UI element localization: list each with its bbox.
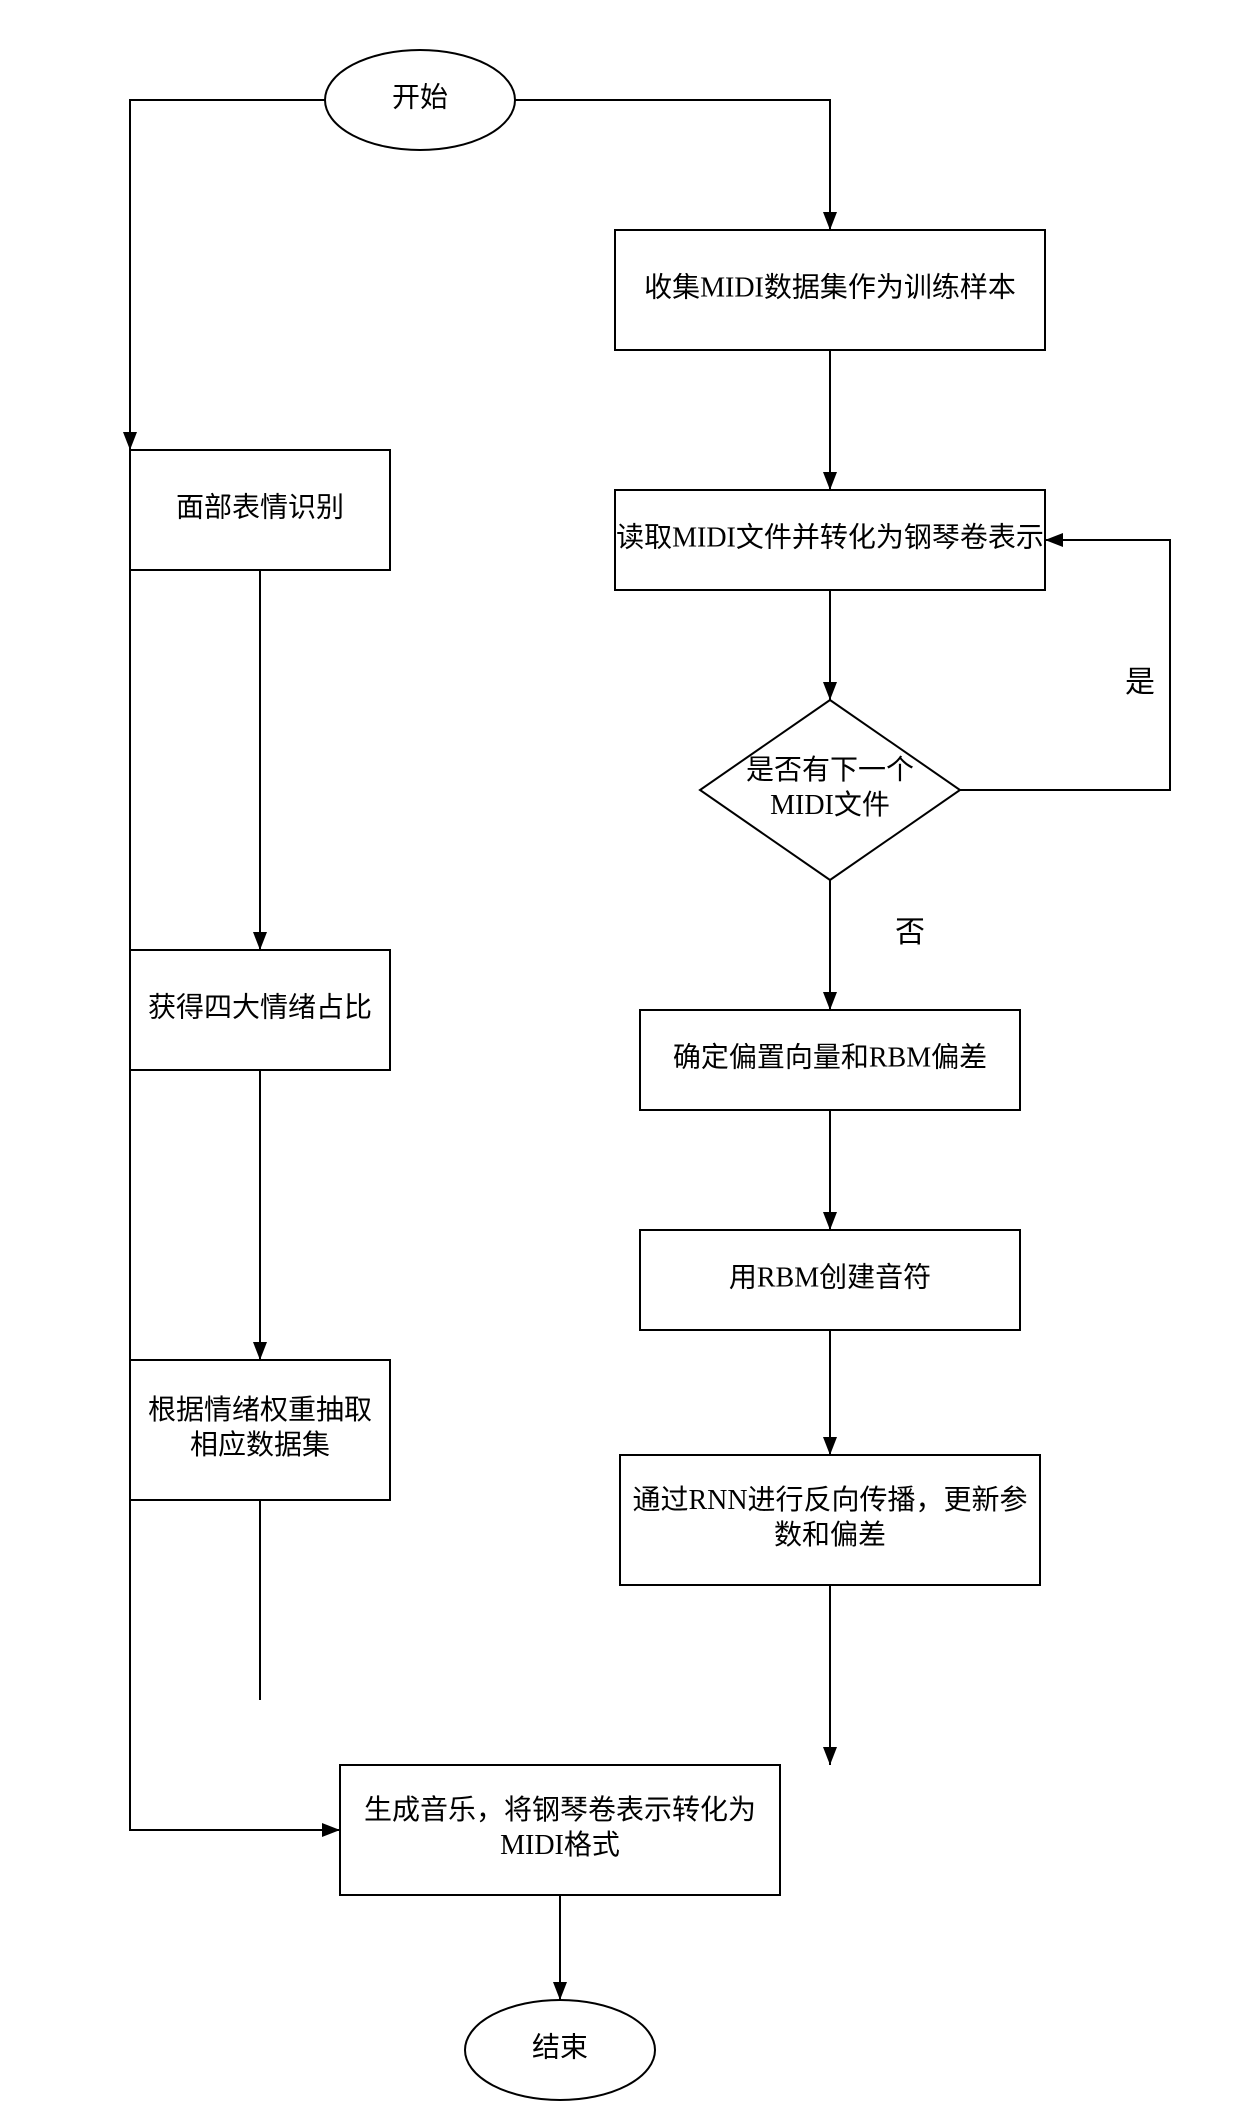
branch-label: 是 xyxy=(1125,666,1155,699)
node-label: 结束 xyxy=(532,2031,588,2063)
node-label: 根据情绪权重抽取 xyxy=(148,1394,372,1426)
node-label: 生成音乐，将钢琴卷表示转化为 xyxy=(364,1794,756,1826)
node-label: 确定偏置向量和RBM偏差 xyxy=(673,1041,987,1073)
node-label: 相应数据集 xyxy=(190,1429,330,1461)
branch-label: 否 xyxy=(895,916,925,949)
node-label: 面部表情识别 xyxy=(176,491,344,523)
node-label: MIDI文件 xyxy=(770,789,890,821)
node-label: 读取MIDI文件并转化为钢琴卷表示 xyxy=(616,521,1044,553)
node-label: 开始 xyxy=(392,81,448,113)
node-label: 用RBM创建音符 xyxy=(729,1261,931,1293)
node-label: 收集MIDI数据集作为训练样本 xyxy=(644,271,1016,303)
node-label: 数和偏差 xyxy=(774,1519,886,1551)
node-label: 获得四大情绪占比 xyxy=(148,991,372,1023)
node-label: MIDI格式 xyxy=(500,1829,620,1861)
node-label: 通过RNN进行反向传播，更新参 xyxy=(632,1484,1027,1516)
node-label: 是否有下一个 xyxy=(746,754,914,786)
